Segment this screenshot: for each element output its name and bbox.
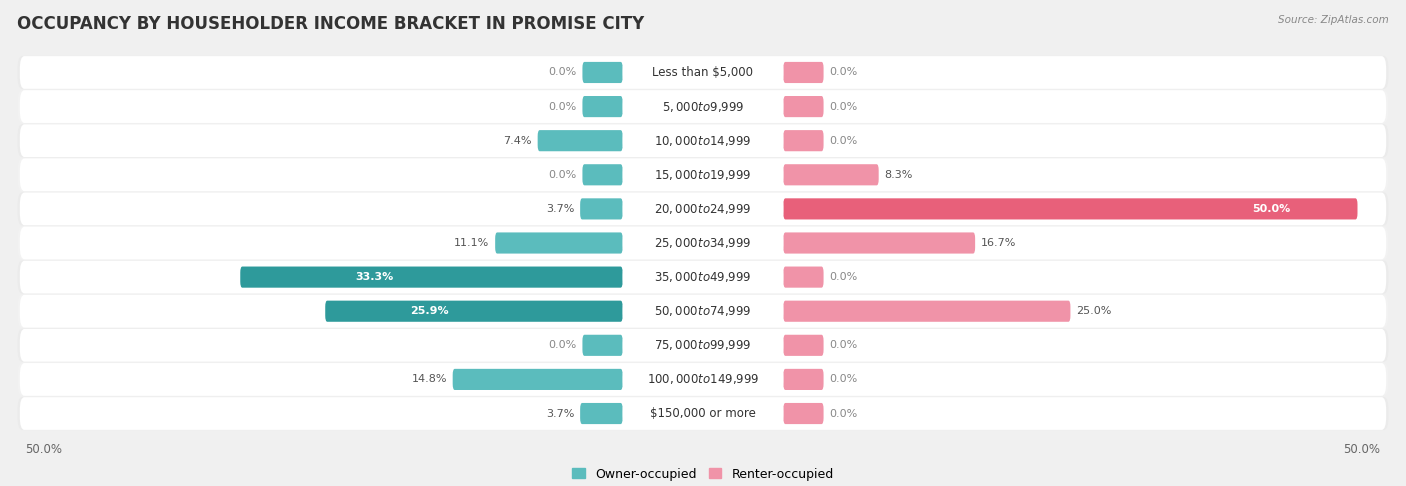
FancyBboxPatch shape <box>17 397 1389 430</box>
FancyBboxPatch shape <box>623 334 783 356</box>
Text: 3.7%: 3.7% <box>546 409 575 418</box>
Text: 0.0%: 0.0% <box>830 102 858 112</box>
Text: 0.0%: 0.0% <box>548 170 576 180</box>
Text: OCCUPANCY BY HOUSEHOLDER INCOME BRACKET IN PROMISE CITY: OCCUPANCY BY HOUSEHOLDER INCOME BRACKET … <box>17 15 644 33</box>
Text: 50.0%: 50.0% <box>1253 204 1291 214</box>
FancyBboxPatch shape <box>453 369 623 390</box>
FancyBboxPatch shape <box>581 403 623 424</box>
FancyBboxPatch shape <box>17 363 1389 396</box>
Text: $75,000 to $99,999: $75,000 to $99,999 <box>654 338 752 352</box>
FancyBboxPatch shape <box>17 260 1389 294</box>
FancyBboxPatch shape <box>17 192 1389 226</box>
Text: 0.0%: 0.0% <box>830 136 858 146</box>
FancyBboxPatch shape <box>783 96 824 117</box>
FancyBboxPatch shape <box>20 363 1386 396</box>
FancyBboxPatch shape <box>582 164 623 185</box>
Text: 3.7%: 3.7% <box>546 204 575 214</box>
FancyBboxPatch shape <box>783 198 1358 220</box>
Text: $50,000 to $74,999: $50,000 to $74,999 <box>654 304 752 318</box>
FancyBboxPatch shape <box>240 266 623 288</box>
Text: 25.0%: 25.0% <box>1076 306 1112 316</box>
FancyBboxPatch shape <box>582 335 623 356</box>
Text: 50.0%: 50.0% <box>25 443 62 455</box>
FancyBboxPatch shape <box>20 56 1386 89</box>
FancyBboxPatch shape <box>582 96 623 117</box>
Text: $25,000 to $34,999: $25,000 to $34,999 <box>654 236 752 250</box>
FancyBboxPatch shape <box>783 266 824 288</box>
Text: 16.7%: 16.7% <box>981 238 1017 248</box>
Text: $15,000 to $19,999: $15,000 to $19,999 <box>654 168 752 182</box>
FancyBboxPatch shape <box>325 301 623 322</box>
FancyBboxPatch shape <box>495 232 623 254</box>
Text: 8.3%: 8.3% <box>884 170 912 180</box>
FancyBboxPatch shape <box>783 62 824 83</box>
Text: 0.0%: 0.0% <box>548 68 576 77</box>
Text: 11.1%: 11.1% <box>454 238 489 248</box>
FancyBboxPatch shape <box>783 301 1070 322</box>
FancyBboxPatch shape <box>623 198 783 220</box>
Text: Less than $5,000: Less than $5,000 <box>652 66 754 79</box>
Text: 0.0%: 0.0% <box>548 102 576 112</box>
FancyBboxPatch shape <box>20 124 1386 157</box>
Text: 0.0%: 0.0% <box>830 68 858 77</box>
FancyBboxPatch shape <box>20 158 1386 191</box>
FancyBboxPatch shape <box>20 295 1386 328</box>
Text: Source: ZipAtlas.com: Source: ZipAtlas.com <box>1278 15 1389 25</box>
FancyBboxPatch shape <box>20 192 1386 226</box>
FancyBboxPatch shape <box>783 164 879 185</box>
FancyBboxPatch shape <box>20 329 1386 362</box>
FancyBboxPatch shape <box>623 300 783 322</box>
FancyBboxPatch shape <box>623 402 783 424</box>
FancyBboxPatch shape <box>20 90 1386 123</box>
FancyBboxPatch shape <box>623 368 783 390</box>
Text: 25.9%: 25.9% <box>411 306 449 316</box>
FancyBboxPatch shape <box>783 369 824 390</box>
Text: 14.8%: 14.8% <box>412 374 447 384</box>
Text: 7.4%: 7.4% <box>503 136 531 146</box>
FancyBboxPatch shape <box>623 232 783 254</box>
FancyBboxPatch shape <box>20 260 1386 294</box>
FancyBboxPatch shape <box>623 130 783 152</box>
FancyBboxPatch shape <box>17 56 1389 89</box>
FancyBboxPatch shape <box>623 96 783 118</box>
Legend: Owner-occupied, Renter-occupied: Owner-occupied, Renter-occupied <box>568 463 838 486</box>
Text: 0.0%: 0.0% <box>830 340 858 350</box>
Text: 0.0%: 0.0% <box>830 272 858 282</box>
FancyBboxPatch shape <box>623 62 783 84</box>
FancyBboxPatch shape <box>623 266 783 288</box>
FancyBboxPatch shape <box>783 232 976 254</box>
Text: 0.0%: 0.0% <box>548 340 576 350</box>
Text: 50.0%: 50.0% <box>1344 443 1381 455</box>
FancyBboxPatch shape <box>783 403 824 424</box>
Text: $100,000 to $149,999: $100,000 to $149,999 <box>647 372 759 386</box>
FancyBboxPatch shape <box>17 124 1389 157</box>
FancyBboxPatch shape <box>20 226 1386 260</box>
Text: $35,000 to $49,999: $35,000 to $49,999 <box>654 270 752 284</box>
FancyBboxPatch shape <box>537 130 623 151</box>
Text: 0.0%: 0.0% <box>830 409 858 418</box>
Text: $20,000 to $24,999: $20,000 to $24,999 <box>654 202 752 216</box>
FancyBboxPatch shape <box>581 198 623 220</box>
FancyBboxPatch shape <box>17 226 1389 260</box>
Text: $150,000 or more: $150,000 or more <box>650 407 756 420</box>
Text: 0.0%: 0.0% <box>830 374 858 384</box>
FancyBboxPatch shape <box>582 62 623 83</box>
FancyBboxPatch shape <box>783 130 824 151</box>
FancyBboxPatch shape <box>17 90 1389 123</box>
Text: $10,000 to $14,999: $10,000 to $14,999 <box>654 134 752 148</box>
FancyBboxPatch shape <box>17 295 1389 328</box>
FancyBboxPatch shape <box>783 335 824 356</box>
Text: 33.3%: 33.3% <box>354 272 394 282</box>
FancyBboxPatch shape <box>17 158 1389 191</box>
FancyBboxPatch shape <box>623 164 783 186</box>
FancyBboxPatch shape <box>20 397 1386 430</box>
Text: $5,000 to $9,999: $5,000 to $9,999 <box>662 100 744 114</box>
FancyBboxPatch shape <box>17 329 1389 362</box>
